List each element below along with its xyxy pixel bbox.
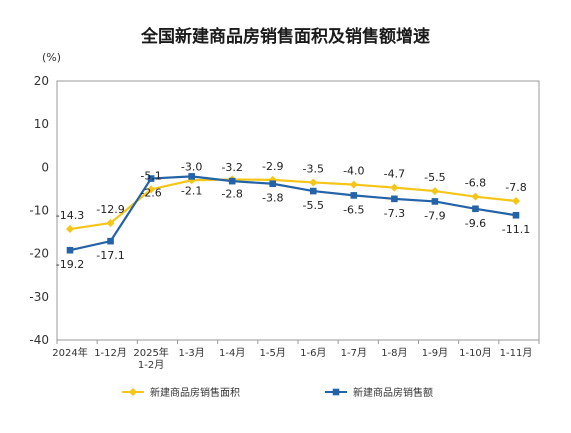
series-line <box>69 178 517 231</box>
x-tick-label: 1-6月 <box>300 347 326 359</box>
y-tick-label: -20 <box>29 247 49 261</box>
area-data-point <box>106 219 115 228</box>
sales-data-point <box>269 180 277 188</box>
sales-data-point <box>472 205 479 213</box>
area-data-label: -4.0 <box>343 165 364 178</box>
y-tick-label: 10 <box>34 117 49 131</box>
sales-data-label: -6.5 <box>343 203 364 216</box>
x-tick-label: 1-11月 <box>500 347 533 359</box>
legend: 新建商品房销售面积 新建商品房销售额 <box>122 386 433 399</box>
x-tick-label: 1-8月 <box>381 347 407 359</box>
area-data-label: -5.5 <box>424 171 445 184</box>
area-data-point <box>430 187 439 196</box>
sales-data-point <box>66 246 74 254</box>
y-tick-label: 20 <box>34 74 49 88</box>
y-tick-label: 0 <box>41 160 49 174</box>
area-data-label: -2.8 <box>221 187 242 200</box>
sales-data-label: -9.6 <box>465 217 486 230</box>
chart-title: 全国新建商品房销售面积及销售额增速 <box>141 27 430 47</box>
sales-data-point <box>431 198 439 205</box>
area-data-label: -2.9 <box>262 160 283 173</box>
area-data-point <box>349 180 358 189</box>
legend-label: 新建商品房销售面积 <box>150 386 240 399</box>
series-line <box>69 175 517 252</box>
data-labels: -14.3 -19.2 -12.9 -17.1 -5.1 -2.6 -3.0 -2.1 -2.8… <box>56 160 530 271</box>
x-tick-label: 1-9月 <box>422 347 448 359</box>
sales-data-point <box>147 175 155 182</box>
y-tick-label: -40 <box>29 333 49 347</box>
sales-data-label: -2.6 <box>140 187 161 200</box>
y-tick-label: -10 <box>29 204 49 218</box>
area-data-point <box>66 225 74 234</box>
x-tick-label: 2024年 <box>52 346 87 359</box>
area-data-label: -3.5 <box>303 162 324 175</box>
sales-data-point <box>188 173 195 180</box>
sales-data-label: -7.3 <box>384 207 405 220</box>
area-data-point <box>512 197 520 206</box>
x-tick-label: 2025年 <box>133 346 168 359</box>
area-data-label: -14.3 <box>56 209 84 222</box>
sales-data-point <box>391 195 398 203</box>
sales-data-point <box>309 187 317 195</box>
sales-data-label: -11.1 <box>502 223 530 236</box>
sales-data-point <box>228 177 236 185</box>
sales-data-label: -5.5 <box>303 199 324 212</box>
y-axis: 20 10 0 -10 -20 -30 -40 <box>29 74 49 347</box>
sales-data-label: -2.1 <box>181 184 202 197</box>
area-data-label: -3.0 <box>181 160 202 173</box>
x-tick-label: 1-10月 <box>459 347 492 359</box>
x-tick-label: 1-2月 <box>138 359 164 371</box>
area-data-point <box>390 183 399 192</box>
area-data-point <box>471 192 480 201</box>
y-tick-label: -30 <box>29 290 49 304</box>
sales-data-point <box>107 237 114 245</box>
area-data-label: -4.7 <box>384 168 405 181</box>
x-tick-label: 1-5月 <box>260 347 286 359</box>
sales-data-label: -19.2 <box>56 258 84 271</box>
sales-data-point <box>512 211 520 219</box>
legend-swatch-marker <box>129 388 137 396</box>
area-data-label: -6.8 <box>465 177 486 190</box>
sales-data-label: -7.9 <box>424 209 445 222</box>
sales-data-label: -3.2 <box>221 161 242 174</box>
x-tick-label: 1-7月 <box>341 347 367 359</box>
legend-label: 新建商品房销售额 <box>353 386 433 399</box>
area-data-label: -7.8 <box>505 181 526 194</box>
area-data-point <box>147 185 156 194</box>
x-tick-label: 1-12月 <box>94 347 127 359</box>
y-axis-unit: (%) <box>42 51 61 64</box>
sales-data-label: -3.8 <box>262 192 283 205</box>
series-lines <box>66 173 520 254</box>
sales-data-label: -17.1 <box>96 249 124 262</box>
area-data-label: -5.1 <box>140 169 161 182</box>
x-tick-label: 1-4月 <box>219 347 245 359</box>
area-data-point <box>309 178 318 187</box>
area-data-label: -12.9 <box>96 203 124 216</box>
sales-data-point <box>350 192 358 199</box>
legend-swatch-marker <box>332 388 340 396</box>
x-tick-label: 1-3月 <box>178 347 204 359</box>
